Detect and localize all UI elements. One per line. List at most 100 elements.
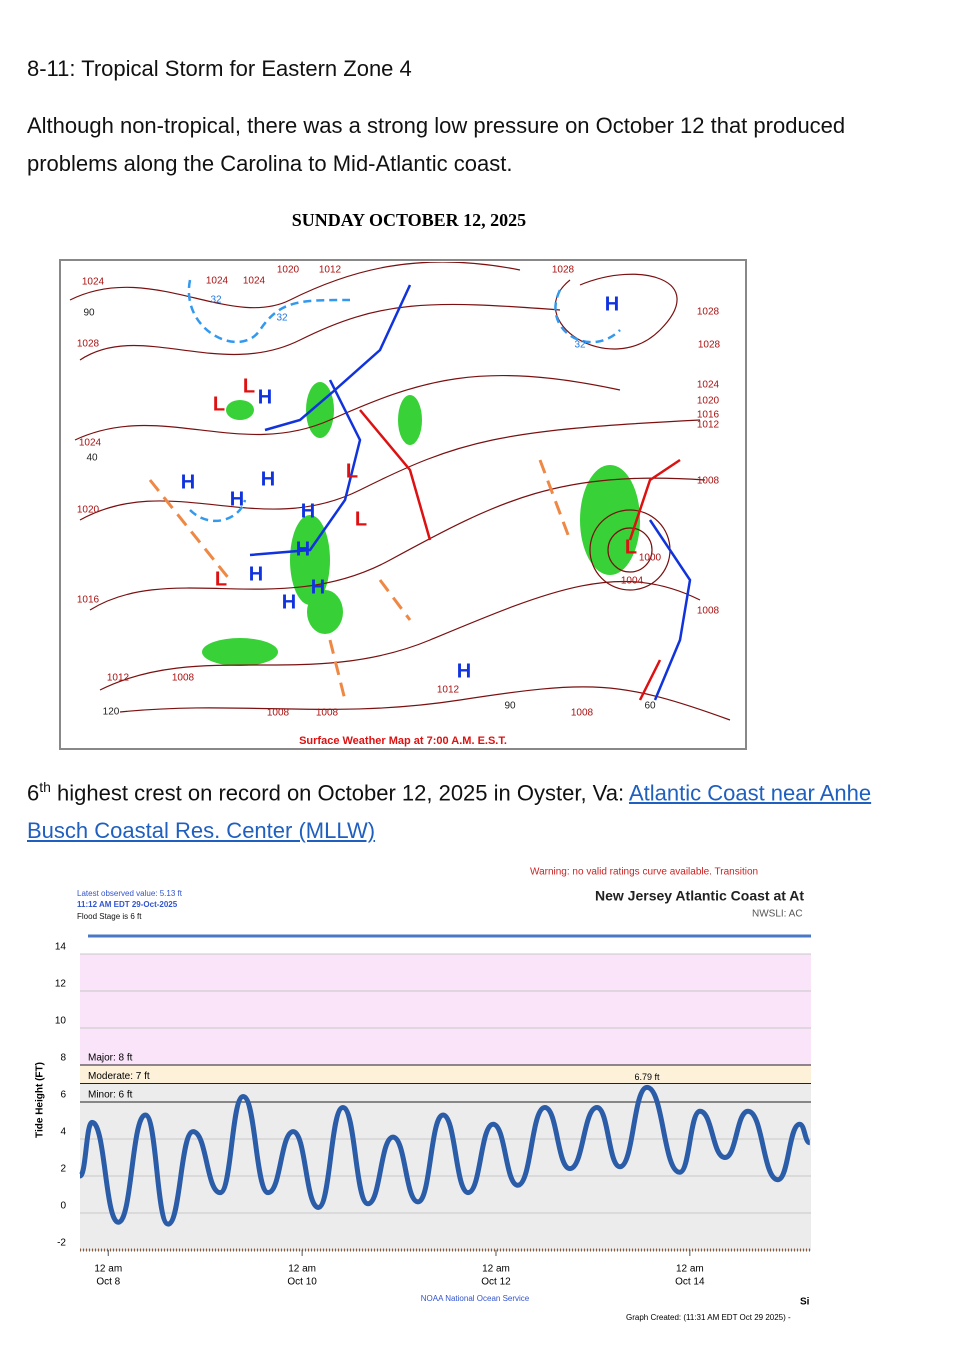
high-center: H xyxy=(605,293,619,315)
temperature-label: 32 xyxy=(276,313,288,324)
y-tick-label: 12 xyxy=(55,979,67,990)
isobar-label: 1024 xyxy=(697,380,720,391)
x-tick-date: Oct 8 xyxy=(96,1277,120,1288)
isobar-label: 1020 xyxy=(77,505,100,516)
high-center: H xyxy=(230,488,244,510)
isobar-label: 1012 xyxy=(437,685,460,696)
temperature-label: 60 xyxy=(644,701,656,712)
flood-band xyxy=(80,954,811,1065)
gauge-link[interactable]: Atlantic Coast near Anhe xyxy=(628,780,872,806)
isobar-label: 1008 xyxy=(316,708,339,719)
isobar-label: 1016 xyxy=(697,410,720,421)
y-tick-label: -2 xyxy=(57,1238,66,1249)
y-tick-label: 0 xyxy=(60,1201,66,1212)
troughs xyxy=(148,459,572,701)
paragraph-line: Although non-tropical, there was a stron… xyxy=(27,113,846,138)
crest-number: 6 xyxy=(27,780,40,806)
y-tick-label: 10 xyxy=(55,1016,67,1027)
cold-fronts xyxy=(249,284,692,701)
freezing-lines xyxy=(187,279,621,522)
temperature-label: 40 xyxy=(86,453,98,464)
gauge-link[interactable]: Busch Coastal Res. Center (MLLW) xyxy=(27,818,376,843)
isobar-label: 1012 xyxy=(697,420,720,431)
flood-label: Minor: 6 ft xyxy=(88,1090,133,1101)
isobar-label: 1012 xyxy=(107,673,130,684)
isobar-label: 1008 xyxy=(571,708,594,719)
isobar-label: 1008 xyxy=(697,476,720,487)
hydrograph: Warning: no valid ratings curve availabl… xyxy=(35,867,811,1322)
isobar-label: 1028 xyxy=(697,307,720,318)
isobar-label: 1024 xyxy=(243,276,266,287)
warm-fronts xyxy=(359,409,681,701)
isobar-label: 1024 xyxy=(82,277,105,288)
footer-right: Si xyxy=(800,1297,810,1308)
temperature-label: 120 xyxy=(103,707,120,718)
flood-band xyxy=(80,1083,811,1102)
latest-value: Latest observed value: 5.13 ft xyxy=(77,889,183,898)
y-tick-label: 2 xyxy=(60,1164,66,1175)
flood-band xyxy=(80,1065,811,1084)
isobar-label: 1020 xyxy=(697,396,720,407)
x-tick-date: Oct 10 xyxy=(287,1277,317,1288)
flood-label: Major: 8 ft xyxy=(88,1053,133,1064)
tide-line xyxy=(77,1084,811,1227)
temperature-label: 32 xyxy=(210,295,222,306)
low-center: L xyxy=(243,375,255,397)
high-center: H xyxy=(282,591,296,613)
y-tick-label: 6 xyxy=(60,1090,66,1101)
low-center: L xyxy=(355,508,367,530)
crest-text: highest crest on record on October 12, 2… xyxy=(50,780,629,806)
temperature-label: 32 xyxy=(574,340,586,351)
map-title: SUNDAY OCTOBER 12, 2025 xyxy=(292,210,526,230)
low-center: L xyxy=(346,460,358,482)
y-axis-label: Tide Height (FT) xyxy=(35,1062,46,1138)
isobar-label: 1008 xyxy=(172,673,195,684)
flood-label: Moderate: 7 ft xyxy=(88,1071,150,1082)
low-center: L xyxy=(213,393,225,415)
temperature-label: 90 xyxy=(504,701,516,712)
y-tick-label: 8 xyxy=(60,1053,66,1064)
x-tick-date: Oct 12 xyxy=(481,1277,511,1288)
warning: Warning: no valid ratings curve availabl… xyxy=(530,867,758,878)
isobar-label: 1016 xyxy=(77,595,100,606)
isobar-label: 1004 xyxy=(621,576,644,587)
paragraph-line: problems along the Carolina to Mid-Atlan… xyxy=(27,151,513,176)
high-center: H xyxy=(301,500,315,522)
latest-time: 11:12 AM EDT 29-Oct-2025 xyxy=(77,900,178,909)
isobar-label: 1028 xyxy=(552,265,575,276)
y-tick-label: 4 xyxy=(60,1127,66,1138)
hydrograph-title: New Jersey Atlantic Coast at At xyxy=(595,888,804,904)
flood-stage: Flood Stage is 6 ft xyxy=(77,912,142,921)
high-center: H xyxy=(258,386,272,408)
high-center: H xyxy=(296,538,310,560)
y-tick-label: 14 xyxy=(55,942,67,953)
nwsli: NWSLI: AC xyxy=(752,909,803,920)
isobar-label: 1028 xyxy=(77,339,100,350)
isobar-label: 1020 xyxy=(277,265,300,276)
high-center: H xyxy=(249,563,263,585)
x-tick-label: 12 am xyxy=(94,1264,122,1275)
link-line: Busch Coastal Res. Center (MLLW) xyxy=(27,818,375,844)
isobar-label: 1008 xyxy=(267,708,290,719)
high-center: H xyxy=(311,576,325,598)
heading: 8-11: Tropical Storm for Eastern Zone 4 xyxy=(27,56,412,81)
peak-annotation: 6.79 ft xyxy=(635,1072,661,1082)
precip xyxy=(202,382,640,666)
map-caption: Surface Weather Map at 7:00 A.M. E.S.T. xyxy=(299,735,507,747)
isobars xyxy=(69,262,731,721)
low-center: L xyxy=(625,536,637,558)
x-tick-label: 12 am xyxy=(676,1264,704,1275)
high-center: H xyxy=(261,468,275,490)
graph-created: Graph Created: (11:31 AM EDT Oct 29 2025… xyxy=(626,1313,791,1322)
isobar-label: 1024 xyxy=(206,276,229,287)
crest-line: 6th highest crest on record on October 1… xyxy=(27,779,871,806)
x-tick-date: Oct 14 xyxy=(675,1277,705,1288)
crest-suffix: th xyxy=(39,779,51,795)
temperature-label: 90 xyxy=(83,308,95,319)
x-tick-label: 12 am xyxy=(482,1264,510,1275)
high-center: H xyxy=(181,471,195,493)
x-tick-label: 12 am xyxy=(288,1264,316,1275)
